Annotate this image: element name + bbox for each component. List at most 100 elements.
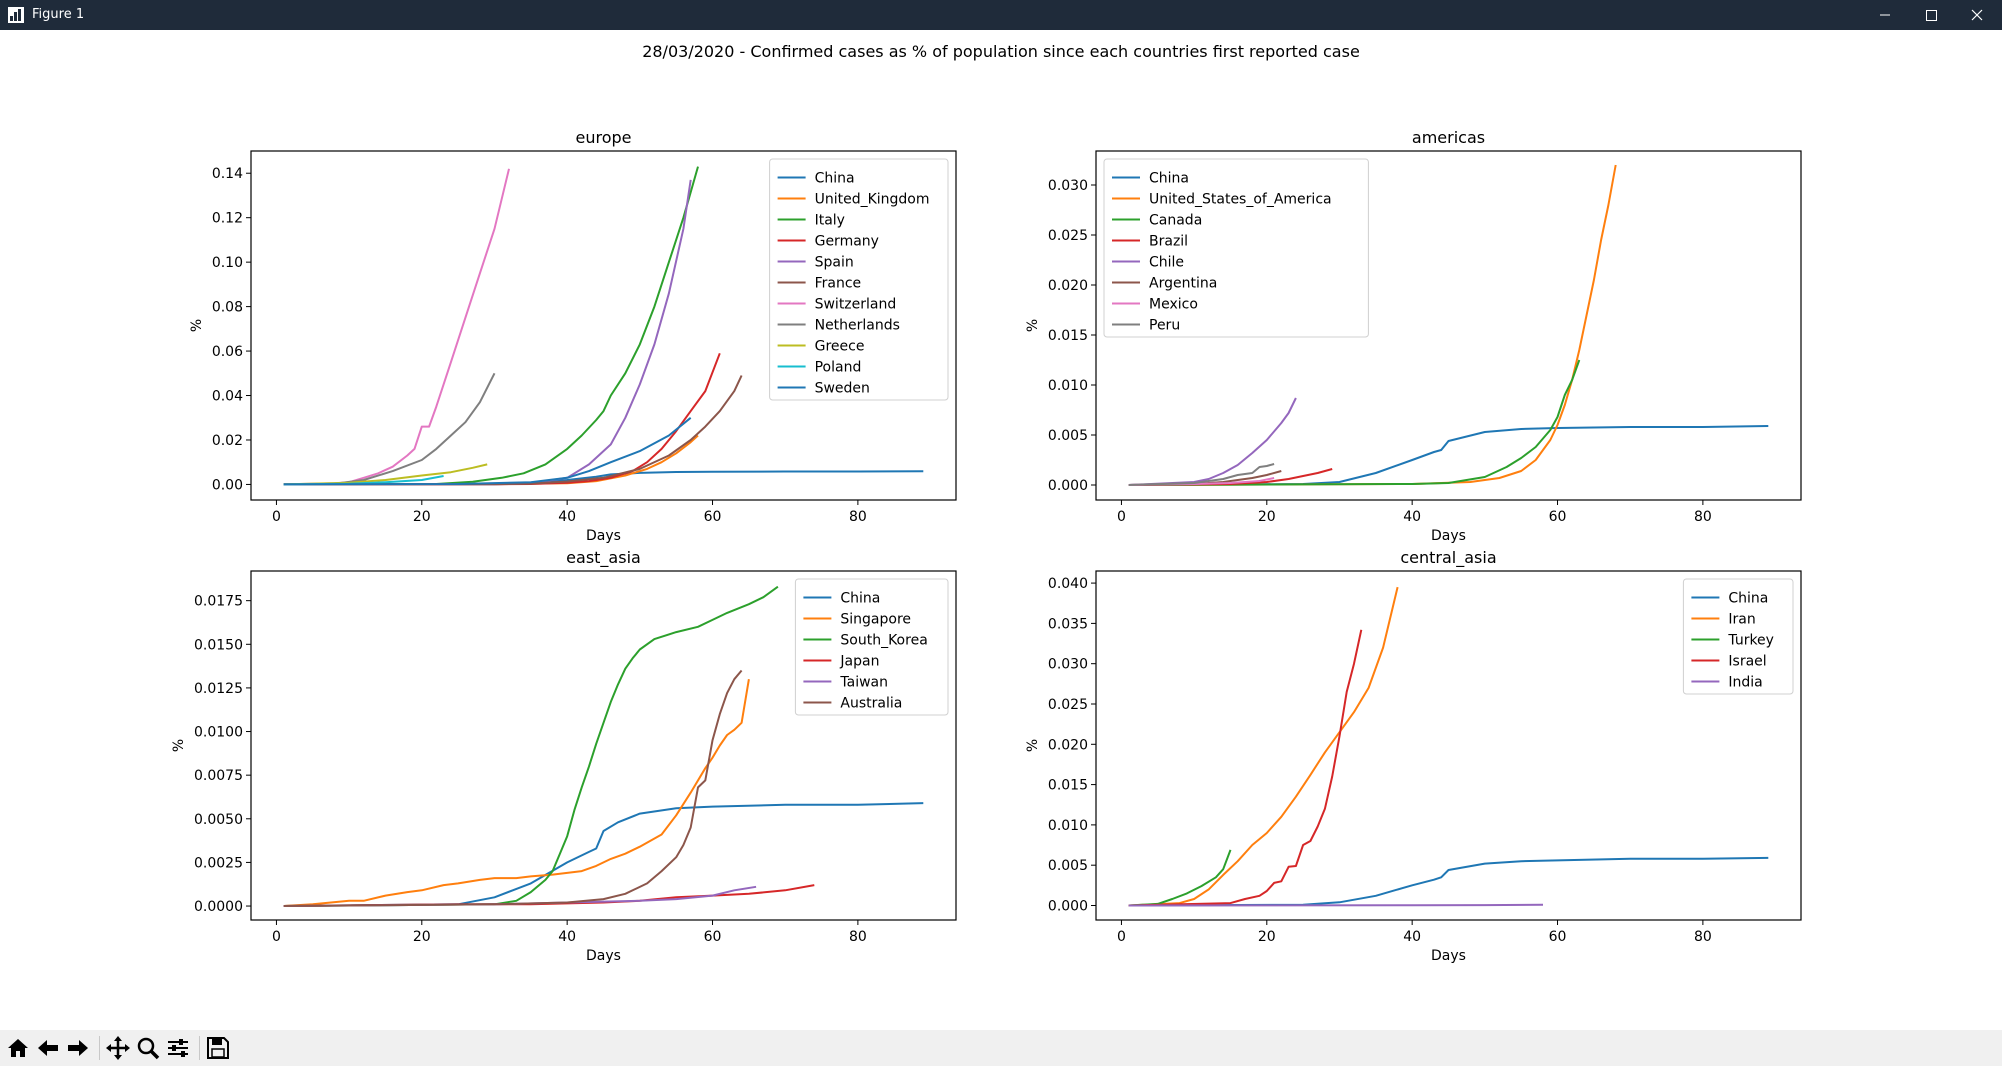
save-button[interactable] [204,1034,232,1062]
x-tick-label: 20 [1258,929,1276,945]
series-line-Iran [1128,586,1399,907]
y-tick-label: 0.02 [212,433,243,449]
y-tick-label: 0.025 [1048,228,1088,244]
legend-entry-label: Greece [815,339,865,355]
forward-button[interactable] [64,1034,92,1062]
y-tick-label: 0.0125 [194,681,243,697]
subplot-east_asia: 0 20 40 60 80 0.0000 0.0025 0.0050 0.0075 0.0100 0… [171,548,957,964]
legend-entry-label: United_Kingdom [815,192,930,208]
x-tick-label: 40 [558,929,576,945]
y-tick-label: 0.040 [1048,576,1088,592]
series-line-China [1128,425,1769,486]
legend-box [769,158,949,401]
legend-box [1103,158,1369,338]
x-tick-label: 0 [1117,509,1126,525]
series-line-Chile [1128,397,1297,486]
y-tick-label: 0.00 [212,477,243,493]
subplot-central_asia: 0 20 40 60 80 0.000 0.005 0.010 0.015 0.020 0.025 0… [1025,548,1802,964]
x-tick-label: 40 [1403,929,1421,945]
legend-entry-label: Italy [815,213,845,229]
home-button[interactable] [4,1034,32,1062]
y-tick-label: 0.04 [212,389,243,405]
zoom-icon [137,1037,160,1060]
axes-frame [250,570,957,921]
series-line-Israel [1128,629,1363,907]
y-tick-label: 0.010 [1048,818,1088,834]
maximize-button[interactable] [1908,0,1954,30]
close-button[interactable] [1954,0,2000,30]
series-line-France [283,375,743,486]
legend-box [794,578,949,716]
window-title: Figure 1 [32,7,85,22]
minimize-button[interactable] [1862,0,1908,30]
zoom-button[interactable] [134,1034,162,1062]
figure-svg: 28/03/2020 - Confirmed cases as % of pop… [171,42,1802,964]
save-icon [207,1037,229,1059]
legend-box [1682,578,1794,695]
close-icon [1971,9,1983,21]
series-line-Switzerland [283,168,510,486]
y-tick-label: 0.000 [1048,898,1088,914]
series-line-Turkey [1128,849,1232,907]
subplot-title: europe [576,128,632,147]
legend-entry-label: India [1728,675,1762,691]
subplot-title: east_asia [566,548,641,568]
x-tick-label: 80 [849,509,867,525]
y-axis-label: % [1025,319,1041,332]
y-tick-label: 0.12 [212,211,243,227]
legend-entry-label: Mexico [1149,297,1198,313]
x-tick-label: 80 [1694,929,1712,945]
legend-entry-label: Germany [815,234,879,250]
maximize-icon [1926,10,1937,21]
legend: China United_Kingdom Italy Germany Spain Fran… [769,158,949,401]
pan-button[interactable] [104,1034,132,1062]
x-tick-label: 20 [413,929,431,945]
legend-entry-label: Argentina [1149,276,1217,292]
y-tick-label: 0.14 [212,166,243,182]
x-tick-label: 0 [272,929,281,945]
x-tick-label: 60 [704,509,722,525]
y-tick-label: 0.020 [1048,737,1088,753]
y-axis-label: % [189,319,205,332]
legend-entry-label: Switzerland [815,297,897,313]
legend-entry-label: China [840,591,880,607]
y-tick-label: 0.08 [212,300,243,316]
figure-canvas[interactable]: 28/03/2020 - Confirmed cases as % of pop… [0,30,2002,1030]
axes-frame [1095,150,1802,501]
x-tick-label: 80 [849,929,867,945]
back-button[interactable] [34,1034,62,1062]
series-line-Sweden [283,417,692,486]
y-axis-label: % [1025,739,1041,752]
series-line-China [1128,856,1769,907]
legend-entry-label: France [815,276,862,292]
y-tick-label: 0.025 [1048,697,1088,713]
x-axis-label: Days [586,528,621,544]
y-tick-label: 0.030 [1048,178,1088,194]
x-axis-label: Days [1431,948,1466,964]
y-tick-label: 0.005 [1048,428,1088,444]
series-line-Australia [283,669,743,907]
series-line-Greece [283,463,488,486]
series-line-United_Kingdom [283,434,699,486]
y-tick-label: 0.005 [1048,858,1088,874]
legend-entry-label: South_Korea [840,633,927,649]
configure-subplots-button[interactable] [164,1034,192,1062]
legend-entry-label: Taiwan [839,675,888,691]
series-line-Italy [283,166,699,486]
series-line-Singapore [283,679,750,907]
back-arrow-icon [38,1040,58,1056]
x-tick-label: 60 [1549,929,1567,945]
subplot-europe: 0 20 40 60 80 0.00 0.02 0.04 0.06 0.08 0.10 0.12 0.1… [189,128,957,544]
figure-suptitle: 28/03/2020 - Confirmed cases as % of pop… [642,42,1360,61]
legend-entry-label: Spain [815,255,854,271]
legend: China United_States_of_America Canada Brazi… [1103,158,1369,338]
x-axis-label: Days [1431,528,1466,544]
window-titlebar: Figure 1 [0,0,2002,30]
x-tick-label: 40 [558,509,576,525]
y-tick-label: 0.0100 [194,725,243,741]
legend-entry-label: Sweden [815,381,870,397]
series-line-Peru [1128,463,1275,486]
legend-entry-label: Poland [815,360,862,376]
subplot-title: americas [1412,128,1485,147]
configure-subplots-icon [168,1039,188,1057]
